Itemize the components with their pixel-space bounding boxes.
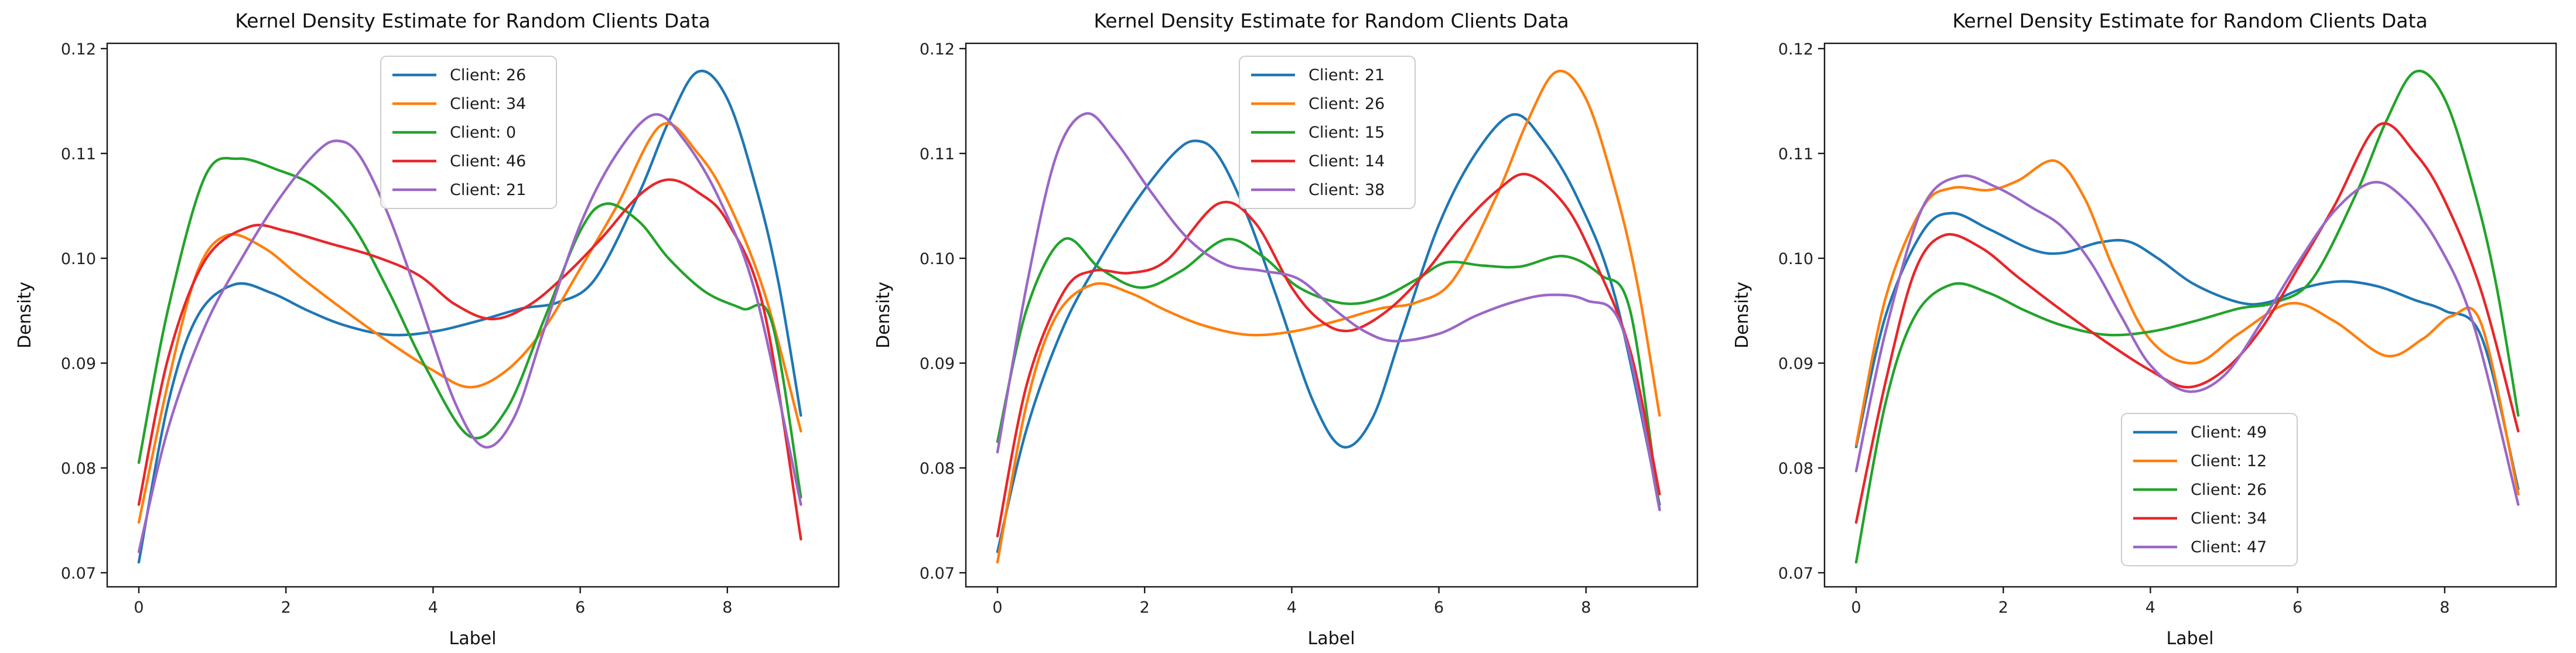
legend-entry-label: Client: 21: [450, 181, 526, 199]
y-tick-label: 0.12: [61, 40, 96, 59]
x-axis-label: Label: [1308, 628, 1355, 649]
kde-chart-1: Kernel Density Estimate for Random Clien…: [15, 9, 840, 649]
x-tick-label: 4: [2145, 599, 2155, 617]
kde-curve: [137, 122, 802, 524]
x-tick-label: 6: [2293, 599, 2302, 617]
y-tick-label: 0.11: [1778, 145, 1813, 163]
y-tick-label: 0.08: [920, 460, 955, 478]
legend-box: [2121, 413, 2298, 566]
y-tick-label: 0.09: [1778, 355, 1813, 373]
kde-curve: [1854, 211, 2520, 490]
kde-curve: [996, 173, 1661, 538]
legend-entry-label: Client: 12: [2191, 452, 2267, 470]
y-tick-label: 0.11: [920, 145, 955, 163]
legend-entry-label: Client: 46: [450, 152, 526, 170]
legend-entry-label: Client: 0: [450, 124, 516, 142]
kde-curve: [137, 178, 802, 541]
kde-curve: [137, 156, 802, 499]
y-tick-label: 0.10: [920, 250, 955, 268]
y-tick-label: 0.10: [1778, 250, 1813, 268]
y-tick-label: 0.08: [61, 460, 96, 478]
kde-panel-3: Kernel Density Estimate for Random Clien…: [1717, 0, 2576, 653]
y-axis-label: Density: [873, 282, 894, 348]
x-tick-label: 2: [281, 599, 291, 617]
legend: Client: 49 Client: 12 Client: 26 Client: 34…: [2121, 413, 2298, 566]
x-tick-label: 8: [1581, 599, 1591, 617]
kde-panel-1: Kernel Density Estimate for Random Clien…: [0, 0, 859, 653]
x-tick-label: 2: [1998, 599, 2008, 617]
curves-group: [137, 69, 802, 564]
y-tick-label: 0.11: [61, 145, 96, 163]
kde-chart-2: Kernel Density Estimate for Random Clien…: [873, 9, 1699, 649]
y-tick-label: 0.09: [920, 355, 955, 373]
legend-entry-label: Client: 14: [1309, 152, 1385, 170]
legend-entry-label: Client: 34: [2191, 510, 2267, 528]
x-tick-label: 8: [2440, 599, 2449, 617]
x-tick-label: 0: [992, 599, 1002, 617]
kde-curve: [1854, 174, 2520, 506]
kde-curve: [996, 112, 1661, 511]
chart-title: Kernel Density Estimate for Random Clien…: [235, 9, 710, 32]
legend-box: [1239, 56, 1416, 209]
curves-group: [1854, 69, 2520, 564]
x-axis-label: Label: [449, 628, 497, 649]
kde-curve: [1854, 69, 2520, 564]
legend-entry-label: Client: 38: [1309, 181, 1385, 199]
x-tick-label: 4: [428, 599, 438, 617]
axes-frame: [1823, 42, 2557, 588]
kde-curve: [137, 113, 802, 553]
kde-chart-3: Kernel Density Estimate for Random Clien…: [1732, 9, 2557, 649]
kde-panel-2: Kernel Density Estimate for Random Clien…: [859, 0, 1717, 653]
legend-entry-label: Client: 26: [2191, 481, 2267, 499]
legend-box: [380, 56, 557, 209]
y-tick-label: 0.08: [1778, 460, 1813, 478]
y-tick-label: 0.09: [61, 355, 96, 373]
x-tick-label: 0: [134, 599, 144, 617]
x-axis-label: Label: [2167, 628, 2214, 649]
x-tick-label: 6: [575, 599, 585, 617]
chart-title: Kernel Density Estimate for Random Clien…: [1952, 9, 2427, 32]
legend-entry-label: Client: 15: [1309, 124, 1385, 142]
legend-entry-label: Client: 34: [450, 95, 526, 113]
kde-curve: [996, 113, 1661, 553]
axes-frame: [106, 42, 840, 588]
y-tick-label: 0.07: [61, 565, 96, 583]
legend: Client: 21 Client: 26 Client: 15 Client: 14…: [1239, 56, 1416, 209]
kde-curve: [1854, 159, 2520, 495]
kde-curve: [1854, 122, 2520, 524]
legend-entry-label: Client: 47: [2191, 538, 2267, 556]
chart-title: Kernel Density Estimate for Random Clien…: [1094, 9, 1569, 32]
y-tick-label: 0.10: [61, 250, 96, 268]
legend-entry-label: Client: 21: [1309, 66, 1385, 84]
legend-entry-label: Client: 49: [2191, 423, 2267, 442]
y-axis-label: Density: [1732, 282, 1752, 348]
x-tick-label: 2: [1140, 599, 1150, 617]
y-tick-label: 0.12: [1778, 40, 1813, 59]
y-tick-label: 0.12: [920, 40, 955, 59]
x-tick-label: 6: [1434, 599, 1444, 617]
x-tick-label: 8: [722, 599, 732, 617]
y-tick-label: 0.07: [1778, 565, 1813, 583]
legend: Client: 26 Client: 34 Client: 0 Client: 46 C…: [380, 56, 557, 209]
legend-entry-label: Client: 26: [1309, 95, 1385, 113]
y-tick-label: 0.07: [920, 565, 955, 583]
x-tick-label: 4: [1287, 599, 1297, 617]
y-axis-label: Density: [15, 282, 35, 348]
kde-curve: [996, 237, 1661, 511]
curves-group: [996, 69, 1661, 564]
x-tick-label: 0: [1851, 599, 1861, 617]
legend-entry-label: Client: 26: [450, 66, 526, 84]
kde-curve: [996, 69, 1661, 564]
axes-frame: [965, 42, 1699, 588]
